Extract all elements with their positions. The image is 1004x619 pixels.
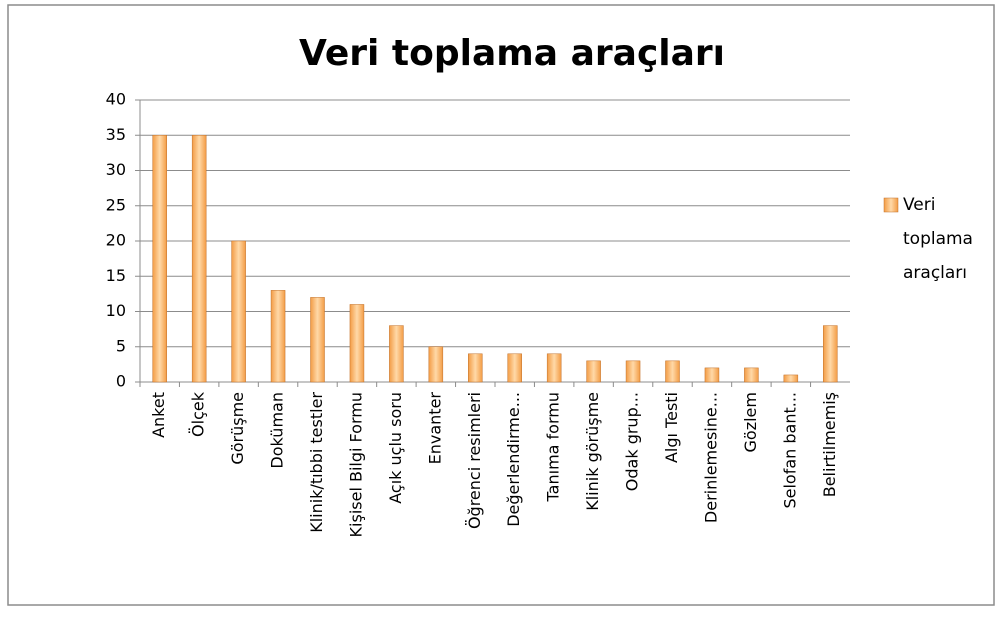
x-tick-label: Klinik/tıbbi testler <box>307 392 326 533</box>
bar <box>546 353 562 383</box>
y-tick-label: 40 <box>106 90 126 109</box>
x-tick-label: Klinik görüşme <box>583 392 602 511</box>
bar <box>665 360 680 383</box>
x-tick-label: Görüşme <box>228 392 247 465</box>
x-tick-label: Tanıma formu <box>544 392 563 502</box>
chart-border <box>7 4 995 606</box>
x-tick-label: Öğrenci resimleri <box>465 392 484 529</box>
x-tick-label: Gözlem <box>741 392 760 452</box>
bar <box>783 374 799 383</box>
bar <box>468 353 483 383</box>
bar <box>389 325 404 383</box>
x-tick-label: Belirtilmemiş <box>820 392 839 497</box>
bar <box>428 346 444 383</box>
y-tick-label: 35 <box>106 125 126 144</box>
legend-marker <box>883 197 899 213</box>
bar <box>704 367 720 383</box>
bar <box>270 290 286 383</box>
x-tick-label: Ölçek <box>189 391 208 437</box>
y-tick-label: 15 <box>106 266 126 285</box>
x-tick-label: Selofan bant... <box>780 392 799 509</box>
bar <box>152 135 167 383</box>
x-tick-label: Doküman <box>268 392 287 469</box>
x-tick-label: Anket <box>149 392 168 438</box>
y-tick-label: 30 <box>106 160 126 179</box>
y-tick-label: 25 <box>106 195 126 214</box>
x-tick-label: Kişisel Bilgi Formu <box>346 392 365 537</box>
bar <box>231 240 246 383</box>
y-tick-label: 10 <box>106 301 126 320</box>
y-tick-label: 20 <box>106 231 126 250</box>
y-tick-label: 5 <box>116 336 126 355</box>
bar <box>823 325 838 383</box>
bar <box>191 135 207 383</box>
x-tick-label: Açık uçlu soru <box>386 392 405 504</box>
x-tick-label: Değerlendirme... <box>504 392 523 527</box>
bar <box>310 297 325 383</box>
bar <box>625 360 641 383</box>
bar <box>744 367 759 383</box>
x-tick-label: Envanter <box>425 392 444 465</box>
bar <box>349 304 365 383</box>
x-tick-label: Algı Testi <box>662 392 681 463</box>
x-tick-label: Derinlemesine... <box>701 392 720 523</box>
legend-label: Veri toplama araçları <box>903 195 973 283</box>
chart-title: Veri toplama araçları <box>299 33 725 74</box>
bar <box>586 360 601 383</box>
bar <box>507 353 522 383</box>
y-tick-label: 0 <box>116 372 126 391</box>
x-tick-label: Odak grup... <box>623 392 642 491</box>
